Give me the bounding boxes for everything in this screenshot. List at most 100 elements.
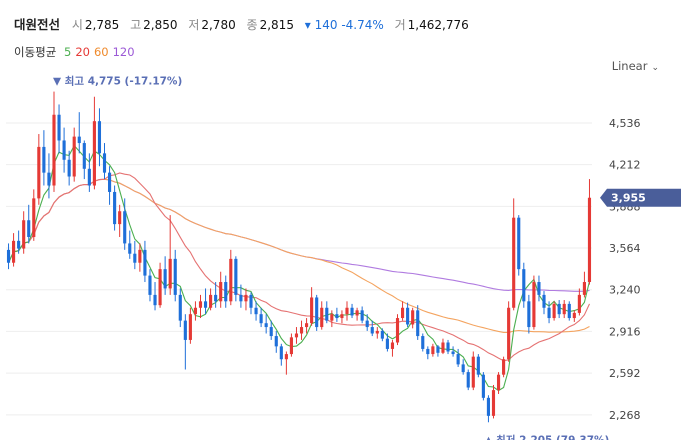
candle-body bbox=[274, 336, 278, 347]
candle-body bbox=[395, 318, 400, 343]
candle-body bbox=[22, 220, 26, 249]
candle-body bbox=[234, 258, 238, 295]
ma20-line bbox=[8, 172, 590, 362]
moving-average-legend: 이동평균 5 20 60 120 bbox=[14, 44, 139, 60]
candle-body bbox=[203, 301, 208, 308]
candle-body bbox=[547, 307, 551, 319]
candle-body bbox=[299, 327, 304, 334]
candle-body bbox=[6, 249, 11, 263]
close-label: 종 bbox=[246, 18, 258, 32]
candle-body bbox=[375, 330, 379, 334]
candle-body bbox=[441, 342, 445, 353]
candle-body bbox=[133, 253, 137, 263]
candle-body bbox=[52, 114, 56, 186]
candle-body bbox=[163, 269, 167, 289]
candle-body bbox=[411, 310, 415, 325]
candle-body bbox=[512, 217, 516, 308]
chevron-down-icon: ⌄ bbox=[651, 63, 659, 73]
candle-body bbox=[229, 258, 233, 302]
candle-body bbox=[269, 327, 273, 337]
candle-body bbox=[431, 346, 435, 355]
candle-body bbox=[259, 314, 263, 324]
candle-body bbox=[113, 191, 117, 225]
candle-body bbox=[57, 114, 61, 141]
candle-body bbox=[107, 172, 112, 192]
candle-body bbox=[517, 217, 521, 270]
moving-average-label: 이동평균 bbox=[14, 45, 57, 59]
candle-body bbox=[148, 275, 152, 295]
candle-body bbox=[406, 307, 410, 325]
y-tick-label: 2,592 bbox=[609, 367, 641, 380]
candle-body bbox=[476, 356, 480, 375]
candle-body bbox=[365, 320, 369, 328]
candle-body bbox=[350, 307, 354, 316]
candle-body bbox=[12, 240, 16, 263]
candle-body bbox=[193, 307, 198, 315]
candle-body bbox=[537, 282, 541, 295]
ma-5: 5 bbox=[63, 45, 72, 59]
candle-body bbox=[567, 303, 571, 319]
low-value: 2,780 bbox=[201, 18, 236, 32]
candle-body bbox=[284, 354, 288, 360]
candle-body bbox=[345, 307, 349, 315]
candle-body bbox=[244, 294, 248, 302]
candle-body bbox=[173, 258, 177, 295]
ma-120: 120 bbox=[112, 45, 135, 59]
y-tick-label: 3,564 bbox=[609, 242, 641, 255]
candle-body bbox=[507, 307, 511, 360]
candle-body bbox=[562, 303, 566, 315]
ma60-line bbox=[8, 178, 590, 333]
candle-body bbox=[325, 307, 329, 321]
open-label: 시 bbox=[71, 18, 83, 32]
candle-body bbox=[118, 211, 122, 225]
low-label: 저 bbox=[188, 18, 200, 32]
scale-selector[interactable]: Linear ⌄ bbox=[612, 59, 659, 73]
current-price-tag bbox=[600, 188, 681, 207]
candle-body bbox=[486, 397, 491, 416]
candle-body bbox=[335, 314, 339, 319]
candle-body bbox=[481, 374, 485, 398]
scale-label: Linear bbox=[611, 59, 648, 73]
y-tick-label: 4,536 bbox=[609, 117, 641, 130]
candle-body bbox=[143, 249, 147, 276]
candle-body bbox=[385, 338, 389, 349]
candle-body bbox=[123, 211, 127, 244]
candle-body bbox=[67, 159, 71, 177]
candle-body bbox=[340, 314, 344, 319]
candle-body bbox=[209, 294, 213, 308]
candle-body bbox=[27, 220, 31, 237]
candle-body bbox=[279, 346, 283, 360]
candle-body bbox=[421, 336, 425, 349]
candle-body bbox=[582, 282, 586, 295]
close-value: 2,815 bbox=[259, 18, 294, 32]
candle-body bbox=[330, 314, 334, 321]
candle-body bbox=[355, 310, 359, 316]
volume-value: 1,462,776 bbox=[407, 18, 469, 32]
candle-body bbox=[522, 269, 526, 302]
candle-body bbox=[138, 249, 142, 263]
candle-body bbox=[471, 356, 475, 388]
low-annotation: ▲ 최저 2,205 (79.37%) bbox=[484, 433, 609, 440]
candle-body bbox=[183, 320, 187, 340]
candle-body bbox=[461, 364, 465, 373]
candle-body bbox=[456, 354, 460, 365]
ma120-line bbox=[8, 178, 590, 292]
candle-body bbox=[72, 136, 76, 177]
candle-body bbox=[416, 310, 420, 337]
y-tick-label: 3,240 bbox=[609, 284, 641, 297]
candle-body bbox=[254, 307, 258, 315]
candle-body bbox=[587, 197, 592, 283]
candle-body bbox=[62, 140, 66, 160]
candle-body bbox=[294, 333, 299, 338]
candle-body bbox=[82, 143, 86, 169]
candle-body bbox=[37, 146, 41, 199]
quote-header: 대원전선 시 2,785 고 2,850 저 2,780 종 2,815 ▾ 140 -… bbox=[14, 14, 476, 33]
candle-body bbox=[400, 307, 405, 319]
y-tick-label: 2,268 bbox=[609, 409, 641, 422]
candle-body bbox=[577, 294, 581, 313]
candle-body bbox=[97, 121, 102, 154]
candle-body bbox=[426, 348, 430, 355]
open-value: 2,785 bbox=[84, 18, 120, 32]
candle-body bbox=[224, 282, 228, 302]
